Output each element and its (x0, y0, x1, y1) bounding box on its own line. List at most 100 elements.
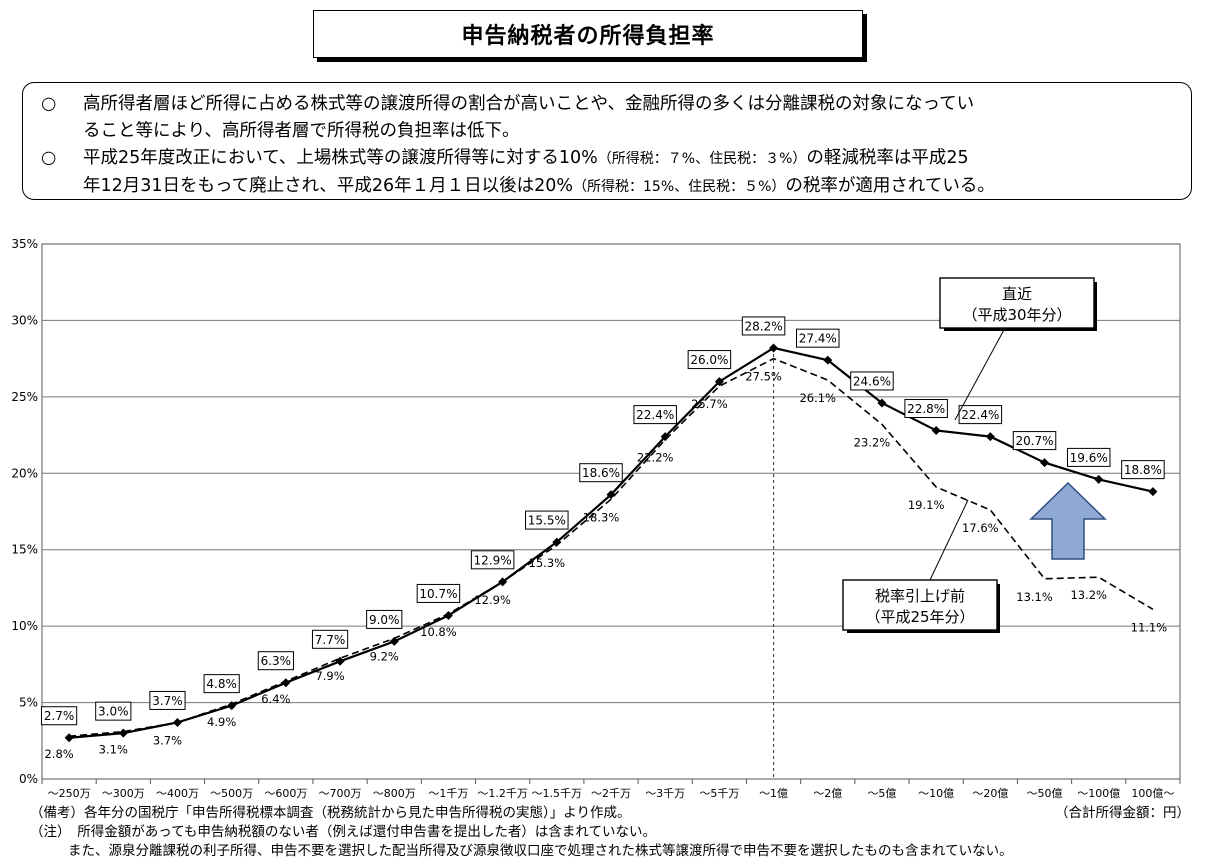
x-tick-label: ～1千万 (428, 787, 468, 800)
bullet-2-mark: ○ (41, 148, 57, 168)
callout-before-leader (929, 499, 969, 581)
series-recent-label-box (1066, 447, 1111, 467)
x-tick-label: ～700万 (319, 787, 362, 800)
note-unit: （合計所得金額：円） (1055, 805, 1190, 821)
series-recent-point (660, 432, 670, 442)
bullet-2-text-1c: の軽減税率は平成25 (806, 148, 969, 168)
x-tick-label: ～400万 (156, 787, 199, 800)
callout-recent-title: 直近 (1002, 285, 1032, 303)
y-tick-label: 10% (11, 619, 38, 633)
callout-before-shadow-bottom (847, 630, 1000, 633)
series-recent-label: 12.9% (474, 553, 512, 567)
series-recent-label-box (796, 328, 840, 348)
series-before-label: 7.9% (315, 669, 344, 683)
bullet-2-line-1: 平成25年度改正において、上場株式等の譲渡所得等に対する10%（所得税：７%、住… (83, 145, 1175, 173)
x-tick-label: ～100億 (1077, 787, 1120, 800)
x-tick-label: ～10億 (918, 787, 954, 800)
series-recent-label-box (633, 405, 677, 425)
bullet-1-mark: ○ (41, 94, 57, 114)
series-recent-point (281, 678, 291, 688)
series-recent-point (877, 398, 887, 408)
series-recent-label: 15.5% (528, 514, 566, 528)
series-recent-label: 22.4% (636, 408, 674, 422)
x-tick-label: ～5億 (867, 787, 896, 800)
callout-recent-subtitle: （平成30年分） (962, 306, 1071, 324)
series-before-label: 3.7% (153, 733, 182, 747)
y-tick-label: 25% (11, 390, 38, 404)
series-recent-point (443, 610, 453, 620)
y-tick-label: 30% (11, 313, 38, 327)
bullet-2-text-1a: 平成25年度改正において、上場株式等の譲渡所得等に対する10% (83, 148, 598, 168)
x-tick-label: ～20億 (972, 787, 1008, 800)
bullet-1-text-1: 高所得者層ほど所得に占める株式等の譲渡所得の割合が高いことや、金融所得の多くは分… (83, 94, 975, 114)
plot-area (41, 243, 1181, 780)
series-recent-label: 18.8% (1124, 463, 1162, 477)
series-before-label: 4.9% (207, 715, 236, 729)
series-recent-label-box (40, 706, 78, 726)
bullet-2-text-1b: （所得税：７%、住民税：３%） (597, 151, 807, 167)
series-before-label: 3.1% (99, 743, 128, 757)
series-recent-label: 7.7% (315, 633, 346, 647)
x-tick-label: ～2千万 (591, 787, 631, 800)
x-tick-label: ～250万 (48, 787, 91, 800)
callout-recent-shadow (1094, 282, 1097, 331)
series-before-label: 23.2% (854, 435, 891, 449)
note-2: また、源泉分離課税の利子所得、申告不要を選択した配当所得及び源泉徴収口座で処理さ… (68, 843, 1013, 859)
series-recent-label: 19.6% (1070, 451, 1108, 465)
series-recent-label: 6.3% (261, 654, 292, 668)
series-recent-label: 10.7% (419, 587, 457, 601)
series-recent-point (985, 432, 995, 442)
series-recent-label-box (850, 371, 894, 391)
series-recent-label: 26.0% (690, 353, 728, 367)
series-before-label: 17.6% (962, 521, 999, 535)
y-tick-label: 20% (11, 466, 38, 480)
series-recent-label-box (257, 651, 294, 671)
bullet-2-line-2: 年12月31日をもって廃止され、平成26年１月１日以後は20%（所得税：15%、… (83, 173, 1175, 201)
x-tick-label: ～1.5千万 (532, 787, 583, 800)
series-before-label: 25.7% (691, 397, 728, 411)
series-before-label: 18.3% (583, 510, 620, 524)
series-recent-label: 18.6% (582, 466, 620, 480)
series-before-label: 2.8% (44, 747, 73, 761)
y-tick-label: 5% (19, 696, 38, 710)
x-tick-label: ～300万 (102, 787, 145, 800)
series-before-label: 13.1% (1016, 590, 1053, 604)
series-recent-point (552, 537, 562, 547)
series-recent-label-box (149, 690, 186, 710)
series-recent-label: 22.4% (961, 408, 999, 422)
series-before-label: 22.2% (637, 451, 674, 465)
series-recent-point (931, 425, 941, 435)
series-recent-label-box (366, 609, 403, 629)
series-before-label: 12.9% (474, 593, 511, 607)
bullet-2-text-2b: （所得税：15%、住民税：５%） (573, 179, 786, 195)
series-recent-label-box (741, 316, 786, 336)
series-recent-label-box (1012, 431, 1057, 451)
series-before-line (69, 357, 1154, 737)
x-tick-label: ～800万 (373, 787, 416, 800)
series-before-label: 27.5% (745, 370, 782, 384)
bullet-1-text-2: ること等により、高所得者層で所得税の負担率は低下。 (83, 121, 520, 141)
y-tick-label: 35% (11, 237, 38, 251)
series-recent-label-box (416, 583, 461, 603)
series-before-label: 9.2% (370, 649, 399, 663)
up-arrow-icon (1029, 481, 1107, 560)
series-before-label: 13.2% (1070, 588, 1107, 602)
x-tick-label: ～3千万 (645, 787, 685, 800)
series-recent-point (335, 656, 345, 666)
bullet-2: ○ 平成25年度改正において、上場株式等の譲渡所得等に対する10%（所得税：７%… (39, 145, 1175, 201)
series-recent-label-box (311, 629, 349, 649)
series-recent-label-box (687, 350, 732, 370)
x-tick-label: ～1億 (759, 787, 788, 800)
series-recent-label: 9.0% (369, 613, 400, 627)
summary-box: ○ 高所得者層ほど所得に占める株式等の譲渡所得の割合が高いことや、金融所得の多く… (22, 82, 1192, 200)
series-recent-point (769, 343, 779, 353)
x-tick-label: ～5千万 (699, 787, 739, 800)
y-tick-label: 0% (19, 772, 38, 786)
series-recent-label: 27.4% (799, 332, 837, 346)
callout-before-shadow (997, 584, 1000, 633)
series-recent-point (714, 377, 724, 387)
series-before-label: 10.8% (420, 625, 457, 639)
callout-recent-shadow-bottom (944, 328, 1097, 331)
series-recent-point (1094, 474, 1104, 484)
page-title: 申告納税者の所得負担率 (313, 10, 863, 58)
